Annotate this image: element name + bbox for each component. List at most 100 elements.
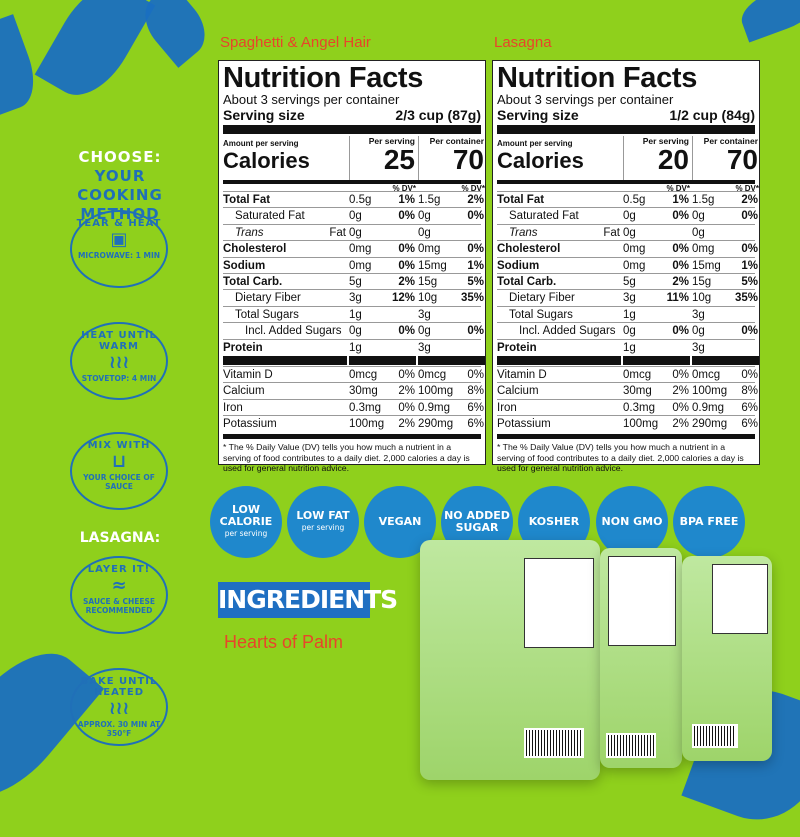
dv-serving: 0% [398, 401, 415, 414]
barcode [524, 728, 584, 758]
lasagna-heading: LASAGNA: [79, 530, 161, 546]
method-title: HEAT UNTIL WARM [81, 330, 157, 352]
badge-label: BPA FREE [679, 515, 739, 528]
method-detail: SAUCE & CHEESE RECOMMENDED [82, 597, 155, 615]
badge-sublabel: per serving [224, 529, 268, 538]
dv-container: 35% [734, 292, 758, 305]
dv-container: 0% [467, 368, 484, 381]
amount-container: 0g [418, 210, 431, 223]
divider [497, 355, 759, 365]
amount-container: 15g [418, 275, 438, 288]
nutrient-name: Trans Fat [235, 226, 346, 239]
dv-label: % DV* [735, 184, 759, 193]
amount-serving: 1g [349, 308, 362, 321]
nutrient-name: Dietary Fiber [235, 292, 301, 305]
amount-container: 10g [692, 292, 712, 305]
amount-container: 0g [692, 325, 705, 338]
dv-container: 0% [467, 243, 484, 256]
amount-container: 100mg [692, 385, 728, 398]
dv-container: 1% [467, 259, 484, 272]
nutrient-name: Calcium [497, 385, 539, 398]
per-serving-header: Per serving [368, 136, 415, 146]
dv-serving: 0% [672, 401, 689, 414]
amount-serving: 0mg [623, 243, 646, 256]
amount-serving: 5g [623, 275, 636, 288]
amount-per-serving: Amount per serving [497, 139, 573, 148]
nutrient-name: Iron [497, 401, 517, 414]
nutrient-row: Sodium 0mg 0% 15mg 1% [497, 256, 758, 273]
amount-container: 15mg [418, 259, 447, 272]
amount-serving: 1g [623, 308, 636, 321]
divider [223, 355, 485, 365]
badge-sublabel: per serving [301, 523, 345, 532]
amount-serving: 0.3mg [349, 401, 381, 414]
dv-header: % DV* % DV* [223, 180, 485, 193]
amount-serving: 0mg [623, 259, 646, 272]
amount-container: 1.5g [692, 194, 715, 206]
amount-serving: 0g [623, 210, 636, 223]
amount-container: 100mg [418, 385, 454, 398]
dv-serving: 0% [398, 325, 415, 338]
nutrient-row: Cholesterol 0mg 0% 0mg 0% [223, 240, 484, 256]
dv-container: 0% [467, 325, 484, 338]
dv-container: 2% [741, 194, 758, 206]
amount-container: 290mg [418, 418, 454, 431]
serving-size-value: 1/2 cup (84g) [669, 107, 755, 123]
amount-serving: 0g [623, 226, 636, 239]
nutrient-name: Calcium [223, 385, 265, 398]
amount-serving: 100mg [349, 418, 385, 431]
steam-icon: ≀≀≀ [108, 352, 130, 373]
serving-size: Serving size 2/3 cup (87g) [223, 107, 481, 123]
calories-container: 70 [452, 144, 484, 175]
dv-serving: 0% [398, 210, 415, 223]
nutrient-name: Saturated Fat [509, 210, 579, 223]
product-package [682, 556, 772, 761]
amount-serving: 30mg [623, 385, 652, 398]
dv-serving: 2% [398, 275, 415, 288]
per-container-header: Per container [703, 136, 758, 146]
dv-container: 35% [460, 292, 484, 305]
dv-serving: 0% [672, 325, 689, 338]
nutrient-name: Total Sugars [235, 308, 299, 321]
nutrient-name: Cholesterol [223, 243, 287, 256]
micronutrient-row: Iron 0.3mg 0% 0.9mg 6% [223, 398, 484, 415]
amount-container: 0g [692, 226, 705, 239]
nutrient-name: Potassium [223, 418, 277, 431]
serving-size: Serving size 1/2 cup (84g) [497, 107, 755, 123]
cooking-method: LAYER IT! ≈ SAUCE & CHEESE RECOMMENDED [70, 556, 168, 634]
package-nutrition-label [712, 564, 768, 634]
nutrient-name: Sodium [223, 259, 266, 272]
serving-size-label: Serving size [497, 107, 579, 123]
amount-serving: 0mg [349, 243, 372, 256]
dv-container: 6% [467, 418, 484, 431]
nutrient-row: Sodium 0mg 0% 15mg 1% [223, 256, 484, 273]
amount-serving: 1g [623, 341, 636, 354]
micronutrient-row: Potassium 100mg 2% 290mg 6% [223, 415, 484, 431]
nutrient-row: Total Sugars 1g 3g [223, 305, 481, 322]
amount-container: 3g [692, 308, 705, 321]
amount-container: 290mg [692, 418, 728, 431]
steam-icon: ≀≀≀ [108, 698, 130, 719]
nutrient-row: Total Sugars 1g 3g [497, 305, 755, 322]
method-detail: STOVETOP: 4 MIN [81, 374, 157, 383]
method-detail: MICROWAVE: 1 MIN [77, 251, 161, 260]
amount-serving: 0g [349, 210, 362, 223]
nutrient-name: Vitamin D [223, 368, 273, 381]
cooking-method: TEAR & HEAT ▣ MICROWAVE: 1 MIN [70, 210, 168, 288]
method-detail: YOUR CHOICE OF SAUCE [83, 473, 155, 491]
footnote: * The % Daily Value (DV) tells you how m… [497, 434, 755, 474]
micronutrient-row: Calcium 30mg 2% 100mg 8% [223, 382, 484, 398]
amount-serving: 100mg [623, 418, 659, 431]
serving-size-value: 2/3 cup (87g) [395, 107, 481, 123]
nutrient-row: Total Fat 0.5g 1% 1.5g 2% [223, 191, 484, 207]
dv-container: 5% [741, 275, 758, 288]
divider [223, 125, 481, 134]
nutrient-name: Protein [497, 341, 537, 354]
dv-serving: 2% [672, 385, 689, 398]
amount-container: 3g [692, 341, 705, 354]
badge-low-fat: LOW FAT per serving [287, 486, 359, 558]
micronutrient-row: Vitamin D 0mcg 0% 0mcg 0% [223, 365, 484, 382]
nutrient-name: Total Fat [497, 194, 545, 206]
dv-serving: 1% [672, 194, 689, 206]
amount-serving: 0g [349, 226, 362, 239]
